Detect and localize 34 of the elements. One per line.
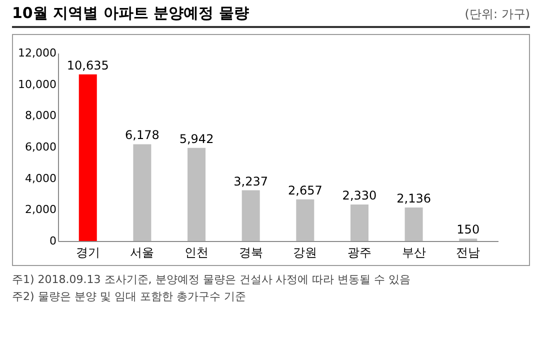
x-tick-label: 강원 (293, 246, 318, 260)
data-label: 6,178 (125, 128, 160, 142)
x-tick-label: 경북 (238, 246, 263, 260)
data-label: 5,942 (179, 132, 214, 146)
data-label: 3,237 (234, 174, 268, 188)
data-label: 10,635 (66, 58, 109, 72)
data-label: 2,330 (342, 188, 377, 202)
data-label: 150 (456, 222, 480, 237)
x-tick-label: 경기 (76, 246, 100, 260)
bar (78, 74, 97, 241)
y-tick-label: 6,000 (25, 140, 56, 154)
bar (242, 190, 260, 241)
data-label: 2,657 (288, 183, 322, 198)
y-tick-label: 0 (50, 234, 56, 248)
y-tick-label: 10,000 (18, 78, 56, 91)
x-tick-label: 전남 (456, 246, 480, 260)
chart-subtitle: (단위: 가구) (464, 6, 530, 23)
chart-title: 10월 지역별 아파트 분양예정 물량 (12, 4, 249, 23)
bar (404, 208, 423, 241)
bar (188, 148, 206, 241)
data-label: 2,136 (396, 192, 431, 206)
bar (133, 144, 152, 241)
text: 주2) 물량은 분양 및 임대 포함한 총가구수 기준 (12, 289, 247, 305)
bar (350, 204, 368, 241)
y-tick-label: 4,000 (25, 172, 56, 185)
x-tick-label: 광주 (347, 246, 372, 260)
x-tick-label: 인천 (184, 246, 209, 260)
text: 주1) 2018.09.13 조사기준, 분양예정 물량은 건설사 사정에 따라 변동될 수 있음 (12, 272, 412, 288)
y-tick-label: 2,000 (25, 203, 56, 216)
x-tick-label: 부산 (402, 246, 426, 260)
bar (296, 199, 314, 241)
y-tick-label: 8,000 (25, 109, 56, 122)
x-tick-label: 서울 (130, 246, 154, 260)
y-tick-label: 12,000 (18, 46, 56, 60)
